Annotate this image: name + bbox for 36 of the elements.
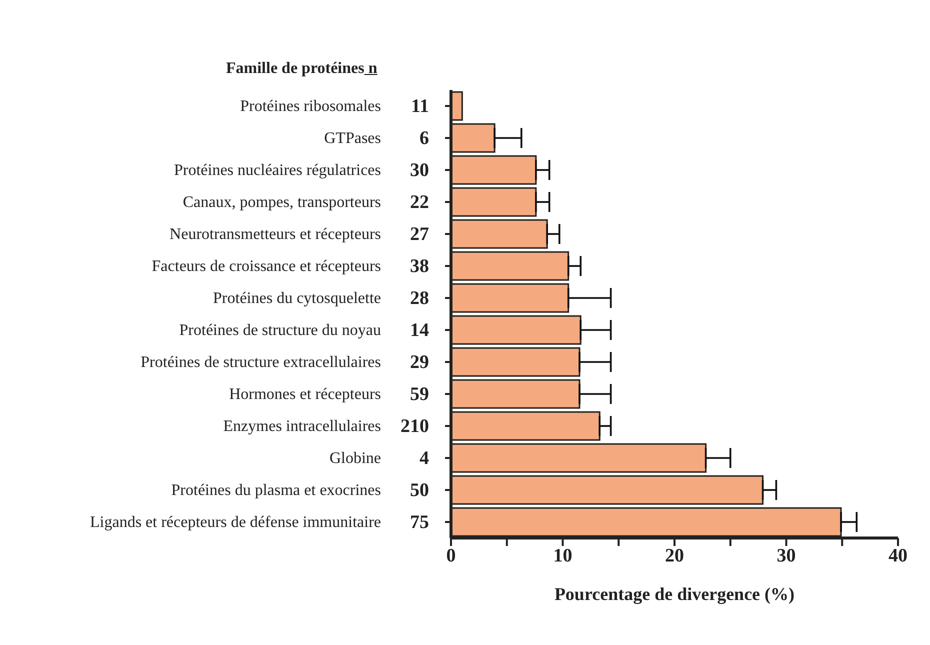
y-tick-label: Facteurs de croissance et récepteurs [152,258,381,275]
x-tick-label: 40 [888,545,908,566]
text: 75 [410,512,429,533]
text: 38 [410,256,429,277]
y-tick-label: GTPases [324,130,381,147]
y-tick-label: Canaux, pompes, transporteurs [182,194,381,211]
text: 11 [411,96,429,117]
x-tick-label: 10 [553,545,572,566]
x-axis-title: Pourcentage de divergence (%) [554,584,795,604]
text: 59 [410,384,429,405]
y-tick-label: Protéines du plasma et exocrines [171,482,381,499]
text: 4 [420,448,430,469]
text: 50 [410,480,429,501]
text: 6 [420,128,429,149]
y-tick-label: Protéines nucléaires régulatrices [174,162,381,179]
x-tick-label: 30 [776,545,796,566]
y-tick-label: Ligands et récepteurs de défense immunitaire [90,514,381,531]
y-tick-label: Protéines du cytosquelette [213,290,381,307]
text: n [367,60,378,77]
y-tick-label: Protéines ribosomales [240,98,381,115]
x-tick-label: 0 [446,545,456,566]
y-tick-label: Neurotransmetteurs et récepteurs [170,226,381,243]
y-tick-label: Protéines de structure du noyau [179,322,381,339]
y-tick-label: Hormones et récepteurs [229,386,381,403]
y-axis-title: Famille de protéines [226,60,364,77]
text: 210 [400,416,429,437]
y-tick-label: Globine [329,450,381,467]
text: 27 [410,224,430,245]
x-tick-label: 20 [665,545,684,566]
text: 22 [410,192,429,213]
y-tick-label: Protéines de structure extracellulaires [140,354,381,371]
text: 14 [410,320,430,341]
text: 29 [410,352,429,373]
text: 28 [410,288,429,309]
text: 30 [410,160,429,181]
y-tick-label: Enzymes intracellulaires [223,418,381,435]
